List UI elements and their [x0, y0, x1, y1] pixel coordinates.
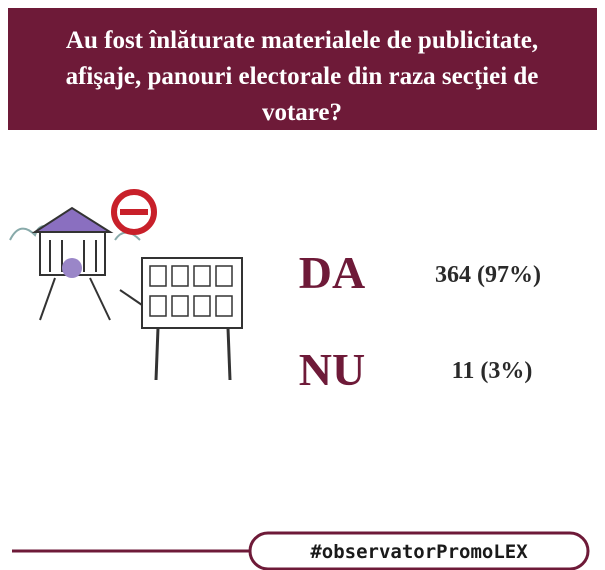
answer-result: 364 (97%): [435, 262, 541, 288]
answer-label: NU: [299, 344, 365, 395]
answer-label: DA: [299, 247, 365, 298]
infographic: Au fost înlăturate materialele de public…: [0, 0, 605, 570]
title-line: afişaje, panouri electorale din raza sec…: [66, 63, 539, 90]
title-line: votare?: [262, 99, 342, 126]
hashtag: #observatorPromoLEX: [310, 541, 528, 563]
answer-result: 11 (3%): [452, 358, 533, 384]
page: {"header": {"title_lines": ["Au fost înl…: [0, 0, 605, 570]
title-line: Au fost înlăturate materialele de public…: [66, 27, 538, 54]
illustration: [10, 192, 242, 380]
